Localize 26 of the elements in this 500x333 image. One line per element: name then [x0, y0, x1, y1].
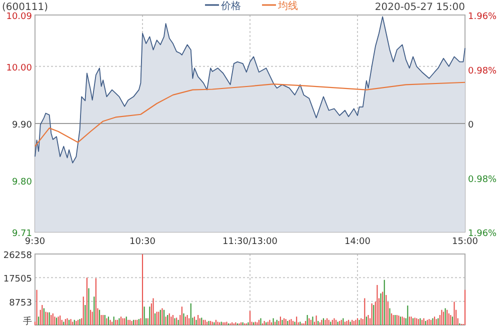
x-tick-label: 10:30: [130, 237, 156, 247]
chart-title: (600111): [2, 2, 48, 13]
y2-tick-label: 0.98%: [468, 66, 498, 76]
y-tick-label: 9.71: [12, 229, 32, 239]
y-tick-label: 17505: [3, 274, 32, 285]
text: 2020-05-27 15:00: [374, 2, 465, 13]
y-tick-label: 手: [23, 316, 32, 327]
legend-label: 均线: [277, 0, 298, 12]
y2-tick-label: 1.96%: [468, 229, 498, 239]
y2-tick-label: 0: [468, 120, 474, 130]
y-tick-label: 10.00: [6, 63, 32, 74]
legend-item: 均线: [262, 1, 298, 12]
legend-label: 价格: [220, 0, 241, 12]
y-tick-label: 8753: [9, 298, 32, 308]
x-tick-label: 9:30: [24, 237, 46, 247]
x-tick-label: 11:30/13:00: [222, 237, 278, 247]
y-tick-label: 26258: [3, 251, 32, 261]
x-tick-label: 14:00: [344, 237, 371, 247]
line-series: [34, 82, 466, 147]
y-tick-label: 9.90: [12, 120, 32, 130]
x-tick-label: 15:00: [452, 237, 478, 247]
y2-tick-label: 0.98%: [468, 174, 498, 185]
y2-tick-label: 1.96%: [468, 12, 498, 22]
y-tick-label: 10.09: [6, 12, 32, 22]
y-tick-label: 9.80: [12, 178, 32, 188]
legend-item: 价格: [205, 1, 241, 12]
